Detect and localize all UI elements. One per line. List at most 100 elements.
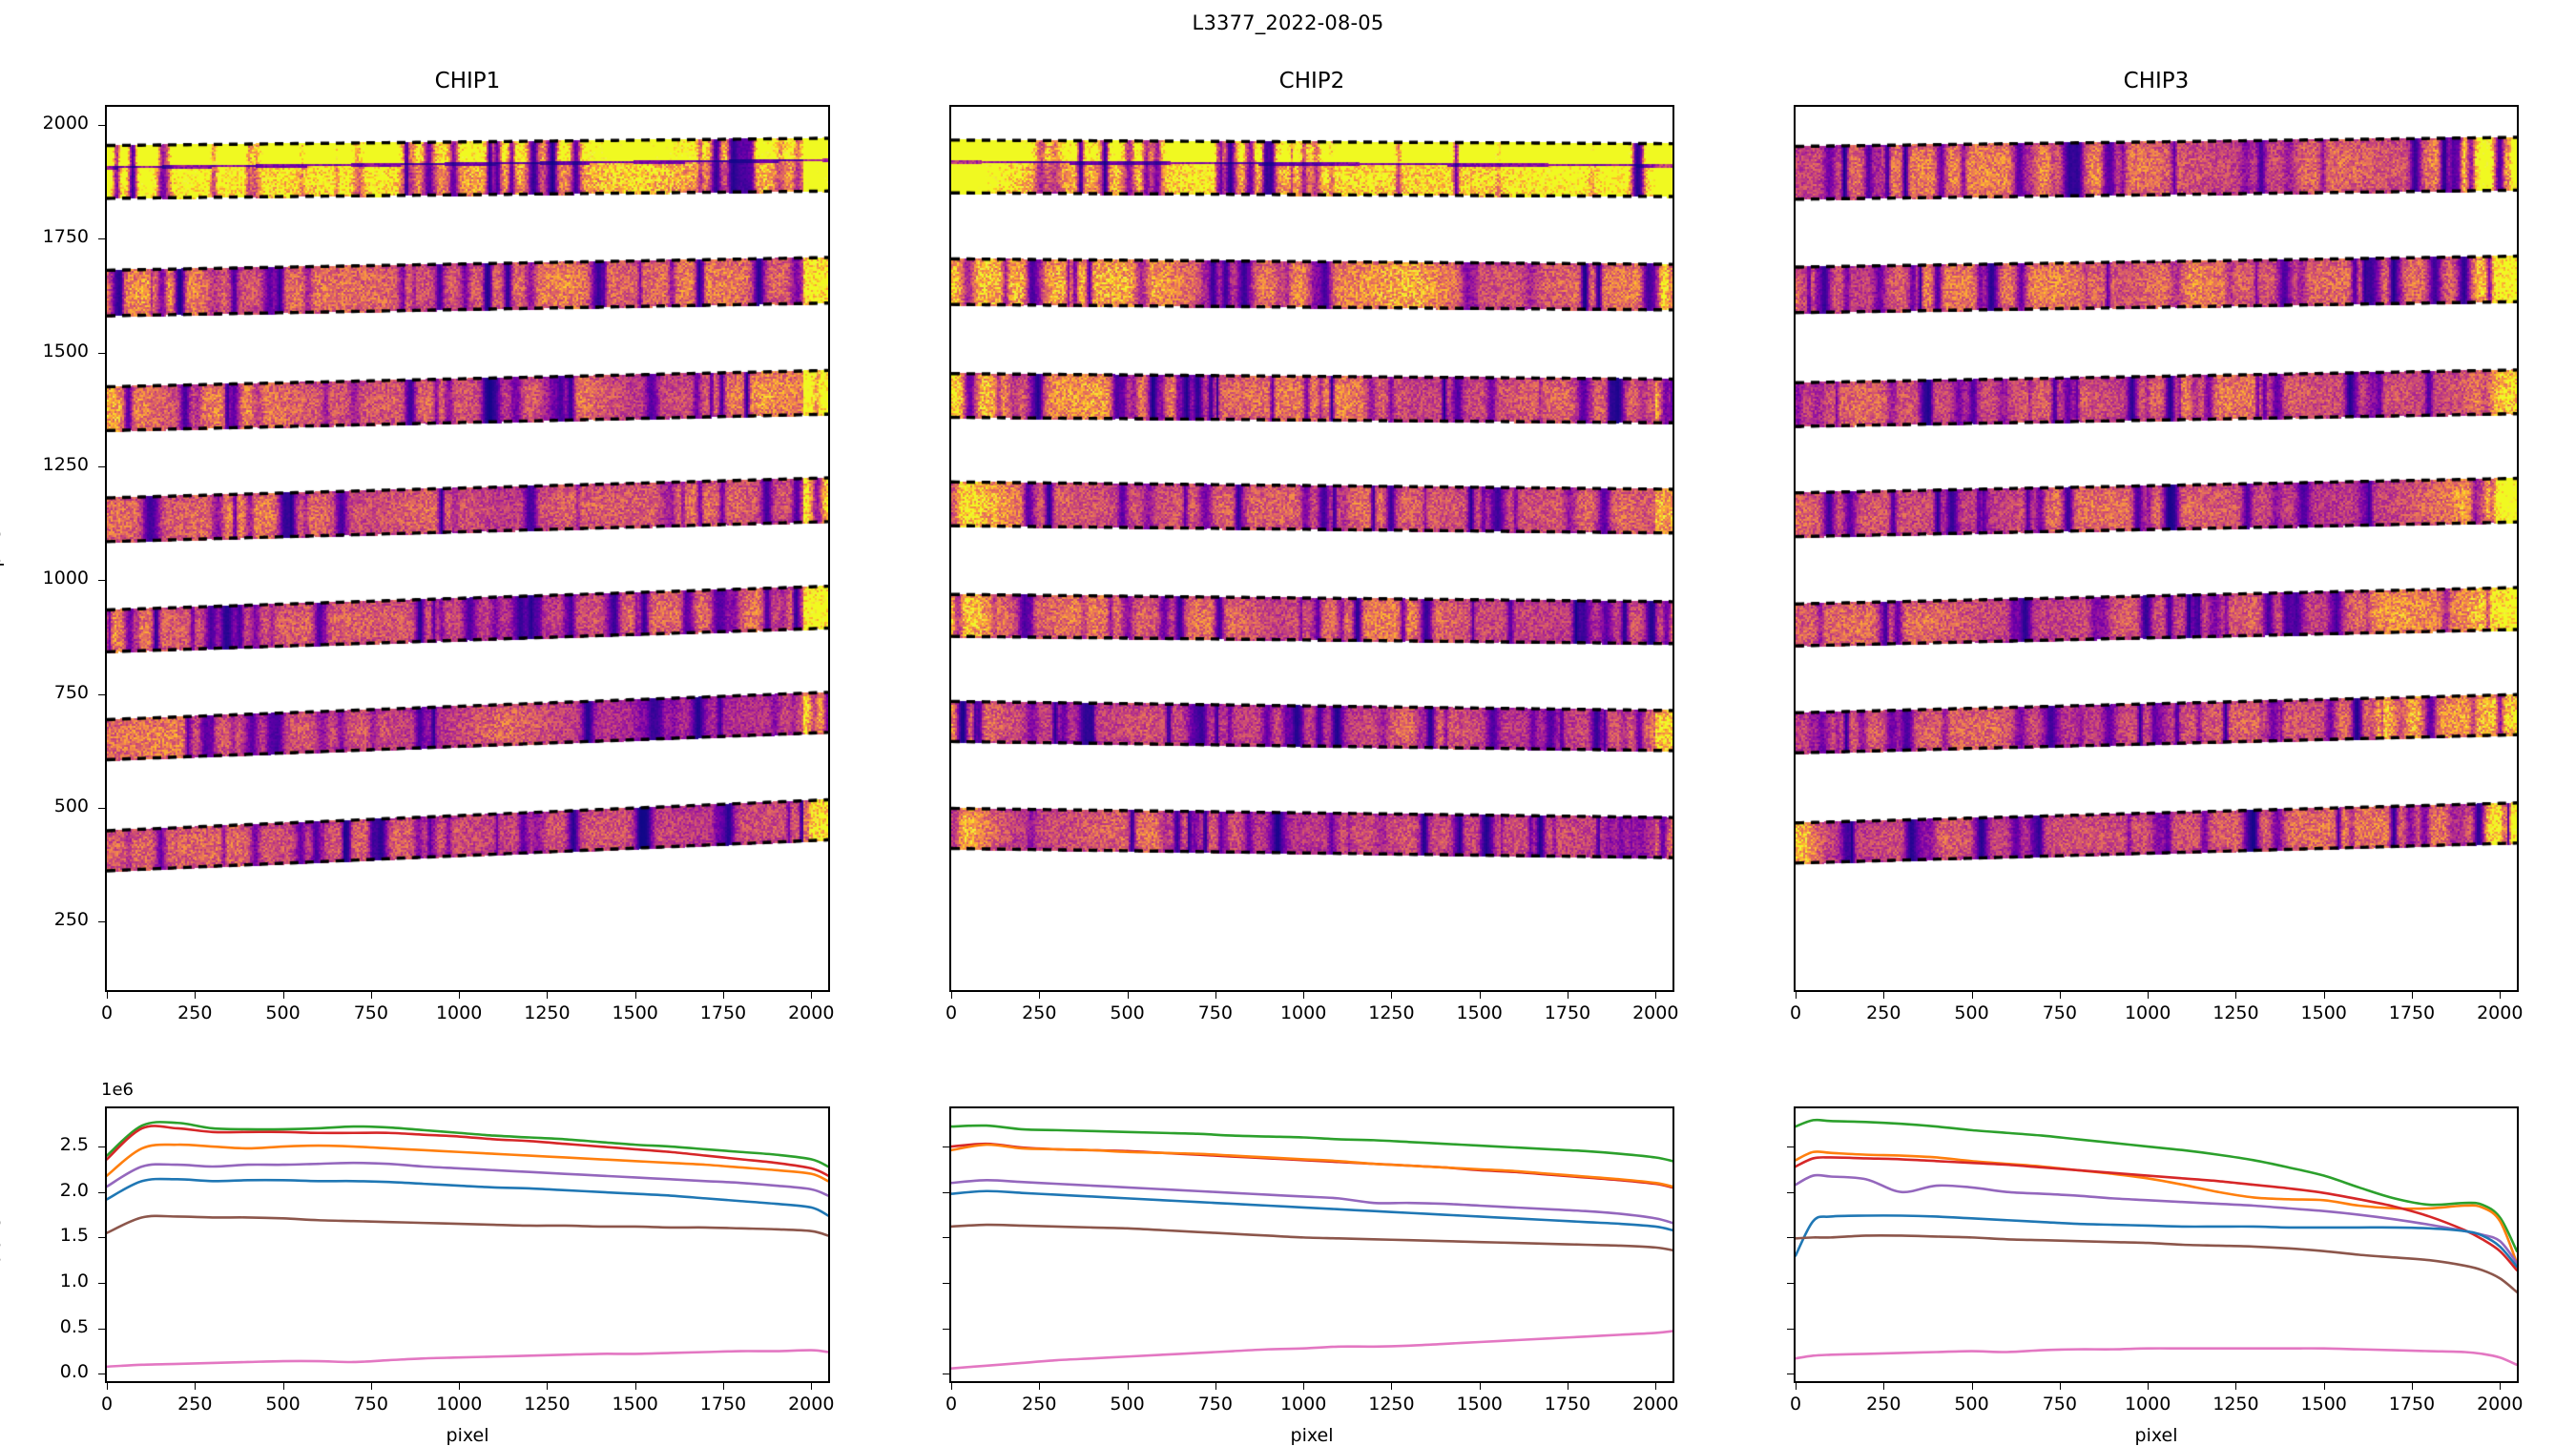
xtick-top-2-750: [1215, 992, 1216, 999]
xtick-bot-3-0: [1796, 1383, 1797, 1390]
panel-title-3: CHIP3: [2123, 69, 2190, 93]
xtick-top-3-750: [2059, 992, 2061, 999]
blaze-curve-order1: [1796, 1118, 2517, 1252]
xtick-bot-2-2000: [1655, 1383, 1657, 1390]
xtick-top-1-500: [282, 992, 284, 999]
ytick-top-1500: [98, 352, 105, 354]
xtick-top-2-0: [951, 992, 952, 999]
xtick-bot-1-1250: [547, 1383, 549, 1390]
ytick-bot-2-4: [943, 1191, 949, 1193]
ytick-bot-3-2: [1787, 1283, 1794, 1285]
xtick-bot-1-0: [107, 1383, 108, 1390]
panel-title-2: CHIP2: [1278, 69, 1345, 93]
ytick-top-250: [98, 921, 105, 923]
blaze-curve-order3: [107, 1143, 828, 1183]
xticklabel-top-3-750: 750: [2042, 1002, 2077, 1023]
xtick-top-1-2000: [811, 992, 813, 999]
yticklabel-top-750: 750: [53, 681, 89, 703]
xticklabel-bot-2-0: 0: [945, 1394, 958, 1415]
xticklabel-bot-2-2000: 2000: [1632, 1394, 1679, 1415]
xtick-top-3-1000: [2148, 992, 2150, 999]
xtick-top-1-0: [107, 992, 108, 999]
blaze-curve-order3: [1796, 1156, 2517, 1271]
ytick-bot-2-1: [943, 1328, 949, 1330]
xtick-bot-3-1500: [2323, 1383, 2325, 1390]
xtick-top-1-1000: [459, 992, 461, 999]
blaze-curve-order6: [951, 1223, 1672, 1252]
xtick-top-3-250: [1883, 992, 1885, 999]
xticklabel-top-3-250: 250: [1866, 1002, 1901, 1023]
ytick-bot-3-3: [1787, 1237, 1794, 1239]
ytick-top-1250: [98, 466, 105, 468]
xtick-bot-2-750: [1215, 1383, 1216, 1390]
ytick-bot-1-5: [98, 1146, 105, 1148]
xtick-bot-3-500: [1971, 1383, 1973, 1390]
xtick-top-2-1500: [1479, 992, 1481, 999]
yticklabel-bot-2: 1.0: [59, 1270, 89, 1292]
xtick-bot-3-1250: [2235, 1383, 2237, 1390]
panel-title-1: CHIP1: [434, 69, 501, 93]
xticklabel-top-1-1250: 1250: [524, 1002, 571, 1023]
xticklabel-bot-3-750: 750: [2042, 1394, 2077, 1415]
xticklabel-top-2-1500: 1500: [1456, 1002, 1503, 1023]
xtick-bot-3-2000: [2500, 1383, 2502, 1390]
figure-suptitle: L3377_2022-08-05: [1192, 11, 1384, 34]
xticklabel-top-1-1750: 1750: [699, 1002, 747, 1023]
ytick-bot-3-5: [1787, 1146, 1794, 1148]
blaze-curve-order2: [107, 1125, 828, 1177]
blaze-axes-2: [949, 1106, 1674, 1383]
xticklabel-top-2-1000: 1000: [1279, 1002, 1327, 1023]
xtick-bot-2-1250: [1391, 1383, 1393, 1390]
ytick-top-1000: [98, 580, 105, 582]
xticklabel-bot-2-250: 250: [1022, 1394, 1057, 1415]
blaze-curve-order7: [951, 1330, 1672, 1370]
blaze-curve-order7: [107, 1349, 828, 1369]
blaze-axes-1: [105, 1106, 830, 1383]
blaze-curve-order3: [951, 1143, 1672, 1188]
blaze-curve-order7: [1796, 1347, 2517, 1367]
order-image-1: [107, 107, 828, 990]
blaze-curve-order4: [1796, 1173, 2517, 1265]
blaze-curve-order2: [1796, 1150, 2517, 1265]
xticklabel-bot-3-1750: 1750: [2388, 1394, 2436, 1415]
order-image-3: [1796, 107, 2517, 990]
xticklabel-bot-3-2000: 2000: [2477, 1394, 2524, 1415]
xlabel-bot-3: pixel: [2134, 1425, 2178, 1446]
yticklabel-top-2000: 2000: [42, 113, 89, 134]
xtick-bot-1-500: [282, 1383, 284, 1390]
ylabel-bot-blaze: blaze: [0, 1217, 5, 1267]
blaze-curves-2: [951, 1124, 1672, 1370]
xtick-top-3-0: [1796, 992, 1797, 999]
xtick-bot-1-1000: [459, 1383, 461, 1390]
order-image-axes-3: [1794, 105, 2519, 992]
xticklabel-top-1-0: 0: [100, 1002, 114, 1023]
xticklabel-top-2-250: 250: [1022, 1002, 1057, 1023]
xticklabel-top-1-1500: 1500: [612, 1002, 658, 1023]
xtick-top-2-500: [1127, 992, 1129, 999]
xtick-bot-2-1500: [1479, 1383, 1481, 1390]
ytick-bot-2-2: [943, 1283, 949, 1285]
xtick-top-3-1250: [2235, 992, 2237, 999]
ytick-top-500: [98, 808, 105, 810]
xtick-top-3-500: [1971, 992, 1973, 999]
xticklabel-bot-2-500: 500: [1110, 1394, 1145, 1415]
ytick-bot-1-4: [98, 1191, 105, 1193]
ytick-bot-1-2: [98, 1283, 105, 1285]
yticklabel-top-1750: 1750: [42, 226, 89, 248]
ytick-top-750: [98, 693, 105, 695]
xticklabel-bot-1-750: 750: [353, 1394, 388, 1415]
ytick-bot-3-1: [1787, 1328, 1794, 1330]
order-image-2: [951, 107, 1672, 990]
xtick-bot-2-500: [1127, 1383, 1129, 1390]
xtick-top-1-1250: [547, 992, 549, 999]
xtick-bot-3-1000: [2148, 1383, 2150, 1390]
blaze-curve-order6: [107, 1214, 828, 1237]
xticklabel-bot-3-1500: 1500: [2300, 1394, 2347, 1415]
xticklabel-bot-2-1750: 1750: [1544, 1394, 1591, 1415]
xticklabel-top-2-0: 0: [945, 1002, 958, 1023]
xtick-top-3-1500: [2323, 992, 2325, 999]
xtick-top-3-1750: [2411, 992, 2413, 999]
xticklabel-bot-3-1000: 1000: [2124, 1394, 2171, 1415]
xticklabel-bot-1-250: 250: [177, 1394, 213, 1415]
xtick-top-1-1500: [634, 992, 636, 999]
